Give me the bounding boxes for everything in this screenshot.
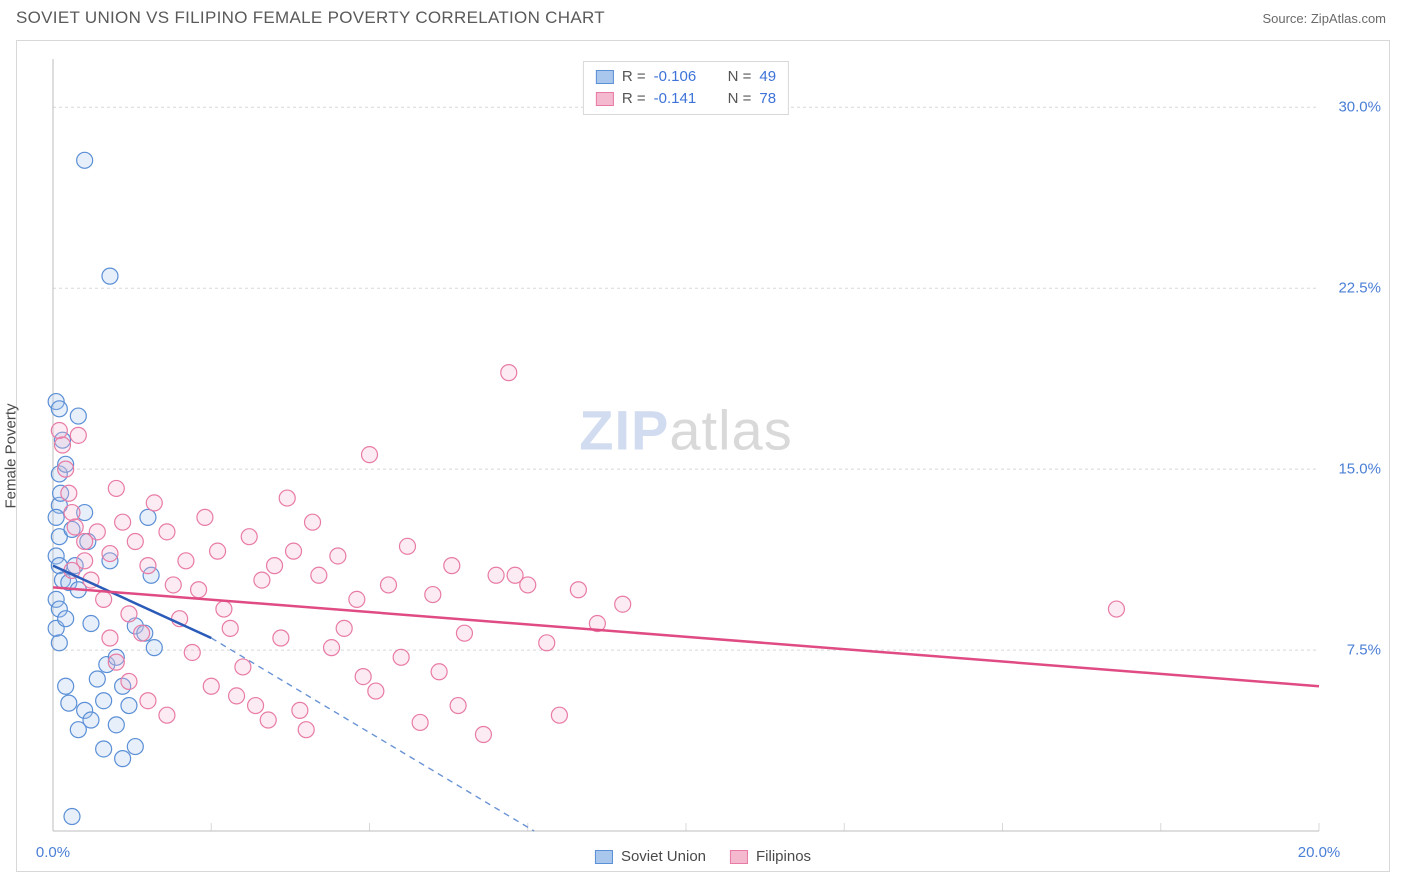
n-label: N = xyxy=(728,66,752,88)
r-value-soviet: -0.106 xyxy=(654,66,706,88)
n-value-filipinos: 78 xyxy=(759,88,776,110)
swatch-filipinos-icon xyxy=(730,850,748,864)
swatch-soviet xyxy=(596,70,614,84)
y-axis-label: Female Poverty xyxy=(3,403,20,508)
legend-row-soviet: R = -0.106 N = 49 xyxy=(596,66,776,88)
scatter-svg xyxy=(53,59,1319,831)
legend-row-filipinos: R = -0.141 N = 78 xyxy=(596,88,776,110)
series-legend: Soviet Union Filipinos xyxy=(595,848,811,865)
r-label: R = xyxy=(622,66,646,88)
n-label: N = xyxy=(728,88,752,110)
x-tick-label: 0.0% xyxy=(36,844,70,861)
legend-label-filipinos: Filipinos xyxy=(756,848,811,865)
x-tick-label: 20.0% xyxy=(1298,844,1341,861)
correlation-legend: R = -0.106 N = 49 R = -0.141 N = 78 xyxy=(583,61,789,115)
chart-container: Female Poverty ZIPatlas 7.5%15.0%22.5%30… xyxy=(16,40,1390,872)
legend-item-soviet: Soviet Union xyxy=(595,848,706,865)
y-tick-label: 22.5% xyxy=(1338,280,1381,297)
chart-title: SOVIET UNION VS FILIPINO FEMALE POVERTY … xyxy=(16,8,605,28)
legend-label-soviet: Soviet Union xyxy=(621,848,706,865)
y-tick-label: 7.5% xyxy=(1347,642,1381,659)
y-tick-label: 15.0% xyxy=(1338,461,1381,478)
r-label: R = xyxy=(622,88,646,110)
source-label: Source: ZipAtlas.com xyxy=(1262,11,1386,26)
plot-area: ZIPatlas 7.5%15.0%22.5%30.0% 0.0%20.0% R… xyxy=(53,59,1319,831)
n-value-soviet: 49 xyxy=(759,66,776,88)
legend-item-filipinos: Filipinos xyxy=(730,848,811,865)
swatch-filipinos xyxy=(596,92,614,106)
r-value-filipinos: -0.141 xyxy=(654,88,706,110)
swatch-soviet-icon xyxy=(595,850,613,864)
y-tick-label: 30.0% xyxy=(1338,99,1381,116)
